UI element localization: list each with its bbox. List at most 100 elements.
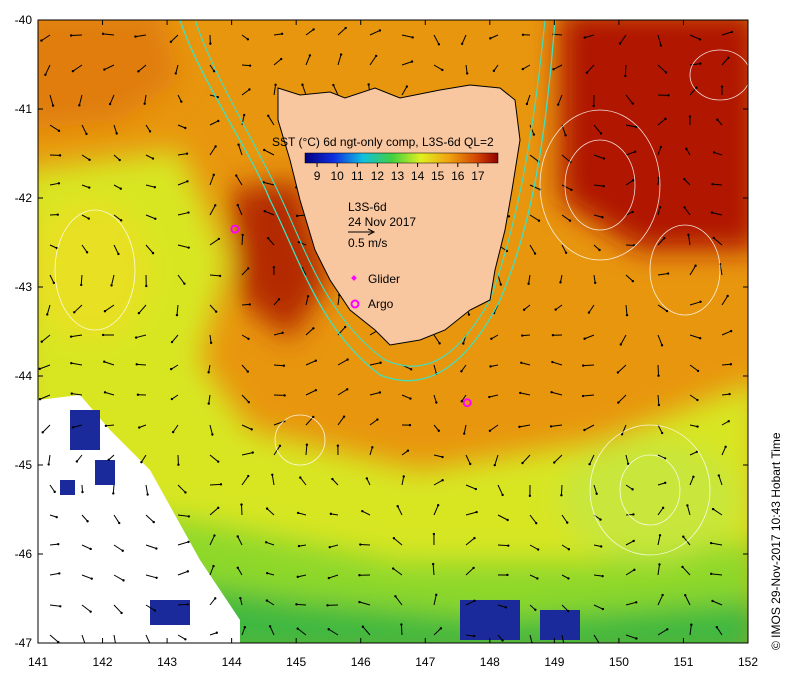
current-arrow-head bbox=[603, 185, 605, 187]
current-arrow-head bbox=[118, 159, 120, 161]
current-arrow-head bbox=[250, 428, 252, 430]
current-arrow-head bbox=[59, 605, 61, 607]
current-arrow-head bbox=[379, 391, 381, 393]
current-arrow-head bbox=[220, 483, 222, 485]
x-tick-label: 150 bbox=[609, 655, 629, 669]
current-arrow-head bbox=[283, 365, 285, 367]
current-arrow-head bbox=[681, 566, 683, 568]
current-arrow-head bbox=[473, 537, 475, 539]
current-arrow bbox=[210, 484, 221, 485]
current-arrow-head bbox=[598, 249, 600, 251]
current-arrow-head bbox=[235, 174, 237, 176]
current-arrow-head bbox=[210, 342, 212, 344]
current-arrow-head bbox=[88, 186, 90, 188]
current-arrow-head bbox=[489, 37, 491, 39]
current-arrow-head bbox=[437, 504, 439, 506]
current-arrow-head bbox=[520, 362, 522, 364]
current-arrow-head bbox=[39, 368, 41, 370]
current-arrow-head bbox=[731, 31, 733, 33]
current-arrow-head bbox=[72, 70, 74, 72]
current-arrow-head bbox=[710, 573, 712, 575]
current-arrow-head bbox=[247, 370, 249, 372]
current-arrow bbox=[498, 545, 508, 546]
x-tick-label: 143 bbox=[157, 655, 177, 669]
x-tick-label: 147 bbox=[415, 655, 435, 669]
current-arrow-head bbox=[264, 210, 266, 212]
current-arrow-head bbox=[137, 70, 139, 72]
current-arrow-head bbox=[346, 388, 348, 390]
y-tick-label: -42 bbox=[15, 191, 33, 205]
current-arrow-head bbox=[593, 105, 595, 107]
current-arrow-head bbox=[214, 145, 216, 147]
current-arrow-head bbox=[692, 476, 694, 478]
current-arrow-head bbox=[267, 237, 269, 239]
current-arrow-head bbox=[620, 343, 622, 345]
current-arrow-head bbox=[460, 370, 462, 372]
current-arrow-head bbox=[301, 84, 303, 86]
current-arrow-head bbox=[634, 151, 636, 153]
current-arrow-head bbox=[53, 282, 55, 284]
colorbar-tick-label: 12 bbox=[371, 169, 385, 183]
current-arrow-head bbox=[103, 68, 105, 70]
current-arrow-head bbox=[187, 246, 189, 248]
current-arrow-head bbox=[633, 540, 635, 542]
current-arrow-head bbox=[633, 569, 635, 571]
current-arrow bbox=[242, 65, 250, 66]
legend-label: Glider bbox=[368, 272, 400, 286]
current-arrow bbox=[137, 364, 146, 365]
current-arrow-head bbox=[312, 28, 314, 30]
current-arrow-head bbox=[500, 283, 502, 285]
current-arrow-head bbox=[523, 309, 525, 311]
current-arrow-head bbox=[249, 64, 251, 66]
current-arrow-head bbox=[340, 53, 342, 55]
current-arrow-head bbox=[440, 627, 442, 629]
current-arrow-head bbox=[662, 507, 664, 509]
current-arrow-head bbox=[564, 134, 566, 136]
current-arrow-head bbox=[711, 600, 713, 602]
sst-field bbox=[20, 10, 760, 660]
current-arrow-head bbox=[569, 219, 571, 221]
current-arrow-head bbox=[102, 33, 104, 35]
current-arrow-head bbox=[727, 57, 729, 59]
current-arrow-head bbox=[667, 272, 669, 274]
current-arrow-head bbox=[249, 303, 251, 305]
current-arrow-head bbox=[409, 397, 411, 399]
current-arrow-head bbox=[52, 104, 54, 106]
current-arrow-head bbox=[710, 542, 712, 544]
current-arrow-head bbox=[152, 252, 154, 254]
current-arrow-head bbox=[108, 459, 110, 461]
current-arrow-head bbox=[72, 426, 74, 428]
current-arrow-head bbox=[494, 464, 496, 466]
colorbar-tick-label: 16 bbox=[451, 169, 465, 183]
current-arrow-head bbox=[152, 157, 154, 159]
y-tick-label: -45 bbox=[15, 458, 33, 472]
current-arrow-head bbox=[475, 511, 477, 513]
current-arrow-head bbox=[631, 211, 633, 213]
x-tick-label: 151 bbox=[673, 655, 693, 669]
current-arrow-head bbox=[411, 60, 413, 62]
current-arrow bbox=[554, 34, 562, 35]
current-arrow-head bbox=[433, 533, 435, 535]
x-tick-label: 141 bbox=[28, 655, 48, 669]
current-arrow-head bbox=[211, 433, 213, 435]
current-arrow bbox=[71, 35, 82, 36]
colorbar-tick-label: 15 bbox=[431, 169, 445, 183]
current-arrow-head bbox=[689, 115, 691, 117]
current-arrow-head bbox=[529, 495, 531, 497]
current-arrow-head bbox=[666, 628, 668, 630]
current-arrow-head bbox=[208, 402, 210, 404]
current-arrow-head bbox=[661, 432, 663, 434]
current-arrow-head bbox=[694, 264, 696, 266]
current-arrow-head bbox=[84, 644, 86, 646]
current-arrow-head bbox=[724, 446, 726, 448]
current-arrow-head bbox=[57, 543, 59, 545]
date: 24 Nov 2017 bbox=[348, 215, 416, 229]
current-arrow-head bbox=[466, 72, 468, 74]
current-arrow-head bbox=[409, 424, 411, 426]
current-arrow-head bbox=[117, 253, 119, 255]
current-arrow-head bbox=[711, 183, 713, 185]
current-arrow-head bbox=[552, 334, 554, 336]
current-arrow-head bbox=[696, 399, 698, 401]
current-arrow-head bbox=[400, 623, 402, 625]
current-arrow-head bbox=[332, 84, 334, 86]
